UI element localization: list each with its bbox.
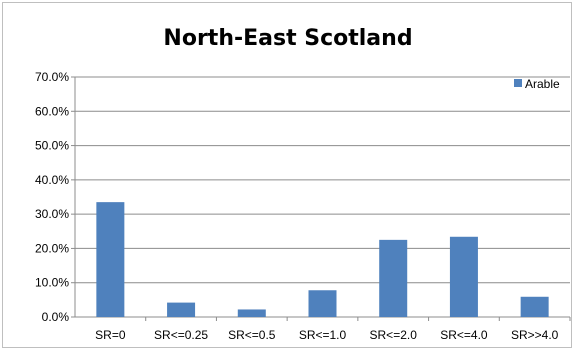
y-tick-label: 40.0%	[35, 173, 69, 187]
x-tick-label: SR<=1.0	[299, 328, 347, 342]
y-tick-label: 30.0%	[35, 207, 69, 221]
x-tick-label: SR<=0.25	[154, 328, 208, 342]
bar	[167, 302, 196, 317]
y-tick-label: 70.0%	[35, 70, 69, 84]
x-tick-label: SR<=2.0	[370, 328, 418, 342]
y-tick-label: 10.0%	[35, 276, 69, 290]
legend: Arable	[514, 77, 560, 91]
legend-label-arable: Arable	[525, 77, 560, 91]
bar	[379, 239, 408, 317]
legend-swatch	[514, 79, 522, 87]
bar	[308, 290, 337, 317]
y-tick-label: 0.0%	[42, 310, 70, 324]
gridlines	[75, 76, 570, 284]
bar	[237, 309, 266, 317]
bar	[449, 236, 478, 317]
x-tick-labels: SR=0 SR<=0.25 SR<=0.5 SR<=1.0 SR<=2.0 SR<=4.0…	[95, 328, 558, 342]
bar	[96, 202, 125, 317]
y-tick-label: 60.0%	[35, 104, 69, 118]
x-tick-label: SR>>4.0	[511, 328, 559, 342]
bar	[520, 296, 549, 317]
y-tick-labels: 0.0% 10.0% 20.0% 30.0% 40.0% 50.0% 60.0% 70.0%	[35, 70, 69, 324]
bars	[96, 202, 549, 317]
y-tick-label: 20.0%	[35, 241, 69, 255]
x-tick-label: SR=0	[95, 328, 126, 342]
y-tick-label: 50.0%	[35, 139, 69, 153]
chart-title: North-East Scotland	[163, 26, 413, 51]
x-tick-label: SR<=4.0	[440, 328, 488, 342]
axes	[71, 76, 571, 321]
x-tick-label: SR<=0.5	[228, 328, 276, 342]
